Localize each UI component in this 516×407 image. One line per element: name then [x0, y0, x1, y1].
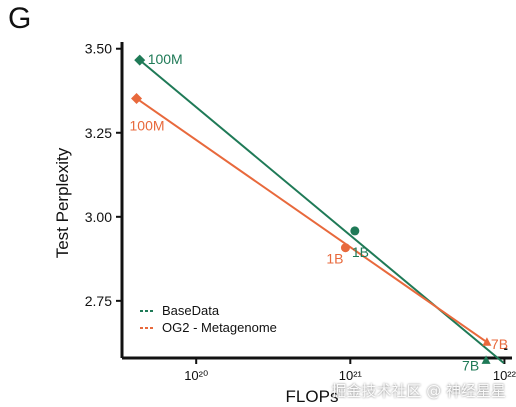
fit-lines: [135, 59, 505, 364]
legend-item-label: OG2 - Metagenome: [162, 320, 277, 335]
data-markers: [131, 54, 492, 364]
x-tick-label: 10²²: [493, 368, 516, 383]
x-axis-label: FLOPs: [286, 387, 339, 406]
axes: 2.75 3.00 3.25 3.50 10²⁰ 10²¹ 10²²: [85, 41, 516, 383]
y-tick-label: 3.50: [85, 41, 112, 57]
annotation-text: -: [504, 340, 508, 355]
circle-marker: [350, 226, 360, 236]
data-label: 1B: [326, 251, 343, 267]
x-tick-label: 10²¹: [339, 368, 363, 383]
data-label: 100M: [130, 117, 165, 133]
legend-item-label: BaseData: [162, 303, 220, 318]
panel-label: G: [8, 2, 32, 35]
data-label: 1B: [352, 244, 369, 260]
diamond-marker: [134, 54, 146, 66]
data-label: 7B: [462, 357, 479, 373]
x-tick-label: 10²⁰: [184, 368, 208, 383]
diamond-marker: [131, 92, 143, 104]
triangle-marker: [482, 337, 492, 346]
y-tick-label: 2.75: [85, 293, 112, 309]
data-label: 100M: [148, 51, 183, 67]
triangle-marker: [481, 355, 491, 364]
y-tick-label: 3.00: [85, 209, 112, 225]
watermark-text: 掘金技术社区 @ 神经星星: [331, 382, 506, 400]
circle-marker: [340, 243, 350, 253]
y-tick-label: 3.25: [85, 125, 112, 141]
data-label: 7B: [491, 336, 508, 352]
fit-line: [135, 97, 488, 344]
legend: BaseData OG2 - Metagenome: [140, 303, 277, 335]
y-axis-label: Test Perplexity: [53, 147, 72, 258]
